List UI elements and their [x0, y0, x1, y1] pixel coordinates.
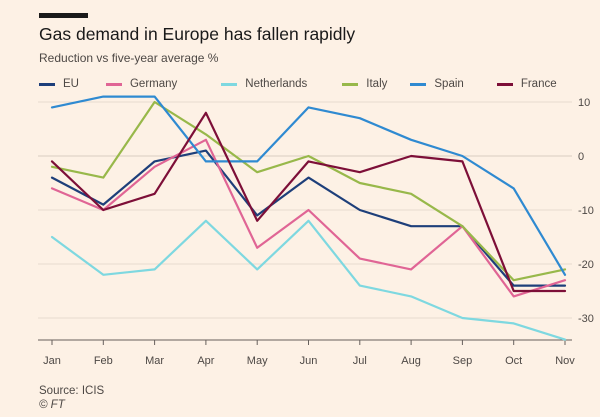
- series-line-france: [50, 111, 567, 293]
- legend-item-italy: Italy: [342, 78, 387, 90]
- legend-swatch: [105, 82, 122, 86]
- y-tick-label: -10: [578, 205, 594, 217]
- legend-item-germany: Germany: [105, 78, 178, 90]
- legend-label: Spain: [434, 78, 464, 90]
- x-tick-label: Aug: [401, 355, 421, 367]
- chart-credit: © FT: [39, 399, 65, 411]
- legend-label: Italy: [366, 78, 388, 90]
- legend-label: EU: [63, 78, 79, 90]
- chart-subtitle: Reduction vs five-year average %: [39, 51, 219, 65]
- legend-swatch: [496, 82, 513, 86]
- x-tick-label: May: [247, 355, 268, 367]
- series-line-netherlands: [50, 219, 567, 341]
- chart-title: Gas demand in Europe has fallen rapidly: [39, 24, 356, 44]
- x-tick-label: Sep: [453, 355, 473, 367]
- legend-item-france: France: [496, 78, 557, 90]
- legend-swatch: [39, 82, 55, 86]
- x-tick-label: Mar: [145, 355, 164, 367]
- legend-swatch: [221, 82, 238, 86]
- legend-item-netherlands: Netherlands: [221, 78, 307, 90]
- chart-source: Source: ICIS: [39, 385, 105, 397]
- legend-swatch: [342, 82, 359, 86]
- x-tick-label: Nov: [555, 355, 575, 367]
- x-tick-label: Feb: [94, 355, 113, 367]
- series-line-germany: [50, 138, 567, 298]
- header-accent-bar: [39, 13, 88, 18]
- legend-item-spain: Spain: [410, 78, 464, 90]
- legend-label: Germany: [129, 78, 178, 90]
- y-tick-label: -30: [578, 313, 594, 325]
- series-line-spain: [50, 95, 567, 276]
- x-tick-label: Oct: [505, 355, 522, 367]
- chart-legend: EU Germany Netherlands Italy Spain France: [39, 76, 557, 92]
- y-tick-label: -20: [578, 259, 594, 271]
- x-tick-label: Apr: [197, 355, 214, 367]
- x-tick-label: Jun: [300, 355, 318, 367]
- y-tick-label: 10: [578, 97, 590, 109]
- legend-label: France: [520, 78, 557, 90]
- x-tick-label: Jan: [43, 355, 61, 367]
- series-line-eu: [50, 149, 567, 287]
- legend-swatch: [410, 82, 427, 86]
- legend-item-eu: EU: [39, 78, 79, 90]
- x-tick-label: Jul: [353, 355, 367, 367]
- y-tick-label: 0: [578, 151, 584, 163]
- legend-label: Netherlands: [245, 78, 308, 90]
- series-line-italy: [50, 100, 567, 282]
